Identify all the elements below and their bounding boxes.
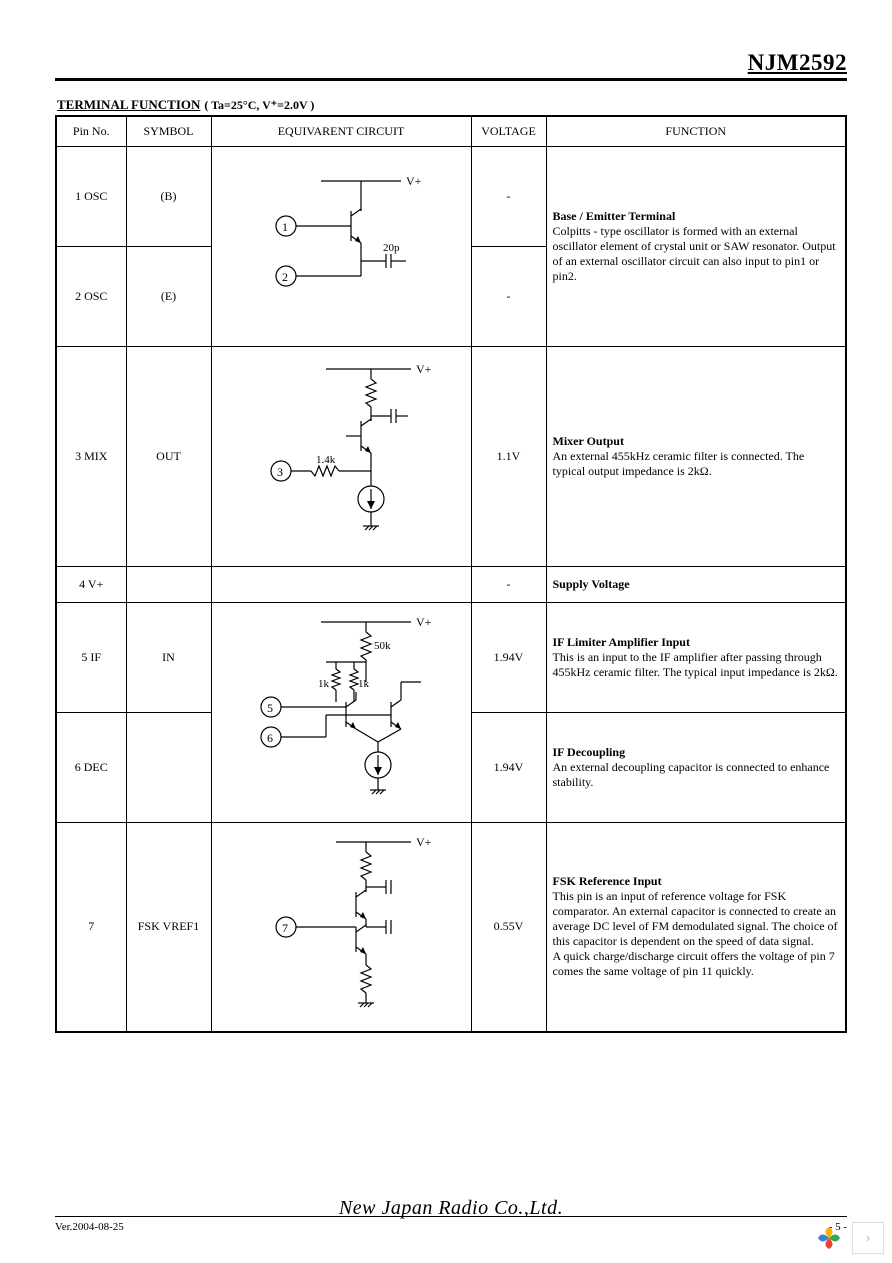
nav-logo-icon[interactable]	[812, 1221, 846, 1255]
svg-text:V+: V+	[416, 835, 432, 849]
cell-voltage: -	[471, 246, 546, 346]
func-body: Colpitts - type oscillator is formed wit…	[553, 224, 836, 283]
section-title: TERMINAL FUNCTION	[57, 97, 200, 113]
func-title: Mixer Output	[553, 434, 624, 448]
cell-voltage: 1.1V	[471, 346, 546, 566]
page-footer: New Japan Radio Co.,Ltd. Ver.2004-08-25 …	[55, 1216, 847, 1233]
func-body: An external 455kHz ceramic filter is con…	[553, 449, 805, 478]
func-body: This pin is an input of reference voltag…	[553, 889, 838, 978]
cell-voltage: -	[471, 146, 546, 246]
svg-text:2: 2	[282, 270, 288, 284]
svg-text:6: 6	[267, 731, 273, 745]
col-header-pin: Pin No.	[56, 116, 126, 146]
cell-symbol: FSK VREF1	[126, 822, 211, 1032]
cell-symbol: OUT	[126, 346, 211, 566]
table-row: 3 MIX OUT V+	[56, 346, 846, 566]
cell-voltage: 1.94V	[471, 602, 546, 712]
cell-pin: 2 OSC	[56, 246, 126, 346]
func-body: An external decoupling capacitor is conn…	[553, 760, 830, 789]
svg-text:V+: V+	[416, 362, 432, 376]
pin-function-table: Pin No. SYMBOL EQUIVARENT CIRCUIT VOLTAG…	[55, 115, 847, 1033]
svg-text:V+: V+	[406, 174, 422, 188]
cell-function: Base / Emitter Terminal Colpitts - type …	[546, 146, 846, 346]
circuit-osc-svg: V+ 1	[241, 161, 441, 331]
func-title: IF Limiter Amplifier Input	[553, 635, 690, 649]
cell-circuit-mix: V+	[211, 346, 471, 566]
svg-text:20p: 20p	[383, 242, 400, 254]
circuit-if-svg: V+ 50k 1k	[226, 607, 456, 817]
col-header-voltage: VOLTAGE	[471, 116, 546, 146]
nav-widget: ›	[812, 1221, 884, 1255]
cell-circuit-empty	[211, 566, 471, 602]
cell-symbol: (E)	[126, 246, 211, 346]
table-row: 7 FSK VREF1 V+	[56, 822, 846, 1032]
svg-text:1: 1	[282, 220, 288, 234]
part-number: NJM2592	[55, 50, 847, 76]
circuit-mix-svg: V+	[236, 351, 446, 561]
svg-text:1k: 1k	[318, 678, 330, 690]
cell-symbol	[126, 566, 211, 602]
cell-circuit-fsk: V+	[211, 822, 471, 1032]
func-title: FSK Reference Input	[553, 874, 662, 888]
cell-pin: 6 DEC	[56, 712, 126, 822]
footer-version: Ver.2004-08-25	[55, 1221, 124, 1233]
cell-function: FSK Reference Input This pin is an input…	[546, 822, 846, 1032]
col-header-circuit: EQUIVARENT CIRCUIT	[211, 116, 471, 146]
col-header-symbol: SYMBOL	[126, 116, 211, 146]
section-conditions: ( Ta=25°C, V⁺=2.0V )	[204, 98, 314, 112]
svg-text:1k: 1k	[358, 678, 370, 690]
cell-circuit-if: V+ 50k 1k	[211, 602, 471, 822]
cell-pin: 3 MIX	[56, 346, 126, 566]
svg-text:5: 5	[267, 701, 273, 715]
cell-circuit-osc: V+ 1	[211, 146, 471, 346]
cell-voltage: -	[471, 566, 546, 602]
cell-pin: 5 IF	[56, 602, 126, 712]
cell-pin: 7	[56, 822, 126, 1032]
circuit-fsk-svg: V+	[241, 827, 441, 1027]
cell-function: Supply Voltage	[546, 566, 846, 602]
table-header-row: Pin No. SYMBOL EQUIVARENT CIRCUIT VOLTAG…	[56, 116, 846, 146]
cell-pin: 4 V+	[56, 566, 126, 602]
func-title: Base / Emitter Terminal	[553, 209, 676, 223]
cell-symbol	[126, 712, 211, 822]
table-row: 4 V+ - Supply Voltage	[56, 566, 846, 602]
cell-voltage: 0.55V	[471, 822, 546, 1032]
cell-function: Mixer Output An external 455kHz ceramic …	[546, 346, 846, 566]
chevron-right-icon: ›	[865, 1229, 870, 1247]
func-title: IF Decoupling	[553, 745, 626, 759]
col-header-function: FUNCTION	[546, 116, 846, 146]
cell-pin: 1 OSC	[56, 146, 126, 246]
cell-function: IF Limiter Amplifier Input This is an in…	[546, 602, 846, 712]
svg-text:V+: V+	[416, 615, 432, 629]
svg-text:7: 7	[282, 921, 288, 935]
func-title: Supply Voltage	[553, 577, 630, 591]
func-body: This is an input to the IF amplifier aft…	[553, 650, 838, 679]
cell-symbol: IN	[126, 602, 211, 712]
company-logo-text: New Japan Radio Co.,Ltd.	[339, 1197, 563, 1220]
nav-next-button[interactable]: ›	[852, 1222, 884, 1254]
svg-text:3: 3	[277, 465, 283, 479]
table-row: 1 OSC (B) V+	[56, 146, 846, 246]
table-row: 5 IF IN V+ 50k	[56, 602, 846, 712]
cell-function: IF Decoupling An external decoupling cap…	[546, 712, 846, 822]
cell-voltage: 1.94V	[471, 712, 546, 822]
svg-text:50k: 50k	[374, 640, 391, 652]
svg-text:1.4k: 1.4k	[316, 454, 336, 466]
cell-symbol: (B)	[126, 146, 211, 246]
